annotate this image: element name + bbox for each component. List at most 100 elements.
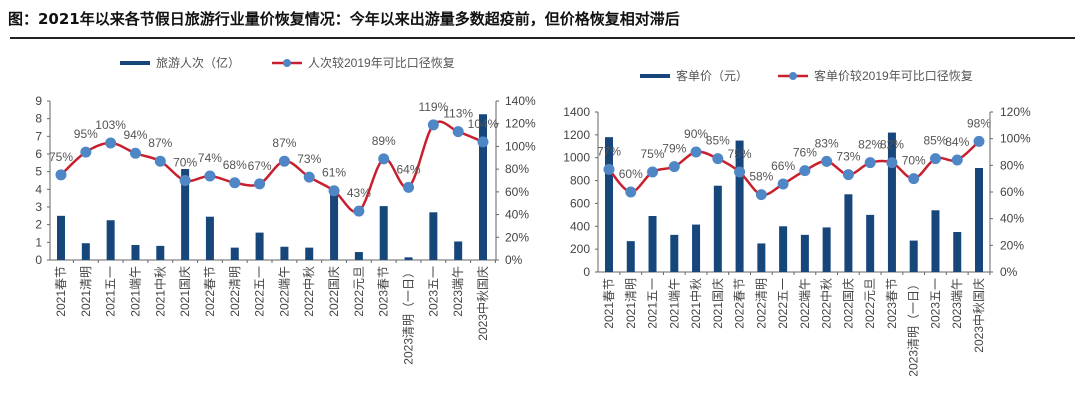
data-label: 83% bbox=[815, 136, 839, 150]
data-label: 73% bbox=[836, 150, 860, 164]
category-label: 2023清明（一日） bbox=[907, 278, 921, 377]
data-label: 58% bbox=[749, 170, 773, 184]
legend-marker bbox=[789, 72, 797, 80]
category-label: 2023端午 bbox=[950, 278, 964, 329]
line-point bbox=[229, 177, 241, 189]
data-label: 73% bbox=[297, 152, 321, 166]
line-point bbox=[777, 178, 789, 190]
data-label: 103% bbox=[95, 118, 126, 132]
bar bbox=[648, 216, 657, 272]
line-point bbox=[668, 161, 680, 173]
left-tick-label: 1000 bbox=[563, 151, 590, 165]
line-point bbox=[908, 173, 920, 185]
left-tick-label: 2 bbox=[35, 218, 42, 232]
line-point bbox=[179, 175, 191, 186]
right-tick-label: 100% bbox=[1000, 132, 1031, 146]
left-tick-label: 6 bbox=[35, 147, 42, 161]
bar bbox=[822, 227, 831, 272]
category-label: 2021五一 bbox=[646, 278, 660, 329]
category-label: 2021国庆 bbox=[178, 266, 192, 317]
bar bbox=[81, 243, 90, 260]
bar bbox=[887, 132, 896, 272]
bar bbox=[106, 220, 115, 260]
right-tick-label: 40% bbox=[1000, 212, 1024, 226]
data-label: 89% bbox=[372, 134, 396, 148]
right-tick-label: 40% bbox=[505, 208, 529, 222]
right-tick-label: 20% bbox=[505, 230, 529, 244]
line-point bbox=[734, 166, 746, 178]
data-label: 43% bbox=[347, 186, 371, 200]
category-label: 2023清明（一日） bbox=[402, 266, 416, 365]
data-label: 77% bbox=[597, 144, 621, 158]
data-label: 60% bbox=[619, 167, 643, 181]
line-point bbox=[712, 153, 724, 165]
category-label: 2022五一 bbox=[776, 278, 790, 329]
right-tick-label: 60% bbox=[505, 185, 529, 199]
legend-label: 客单价（元） bbox=[676, 68, 748, 83]
category-label: 2022中秋 bbox=[819, 278, 834, 329]
data-label: 61% bbox=[322, 166, 346, 180]
bar bbox=[909, 240, 918, 272]
category-label: 2022国庆 bbox=[327, 266, 341, 317]
bar bbox=[757, 243, 766, 272]
bar bbox=[975, 168, 983, 272]
line-point bbox=[477, 136, 489, 148]
left-tick-label: 1 bbox=[35, 235, 42, 249]
right-tick-label: 80% bbox=[505, 162, 529, 176]
right-tick-label: 20% bbox=[1000, 238, 1024, 252]
data-label: 75% bbox=[728, 147, 752, 161]
left-tick-label: 4 bbox=[35, 182, 42, 196]
data-label: 82% bbox=[880, 138, 904, 152]
legend-marker bbox=[283, 59, 291, 67]
legend-label: 旅游人次（亿） bbox=[156, 55, 240, 70]
data-label: 113% bbox=[443, 107, 473, 121]
data-label: 74% bbox=[198, 151, 222, 165]
bar bbox=[713, 185, 722, 272]
line-point bbox=[204, 170, 216, 182]
category-label: 2021端午 bbox=[128, 266, 142, 317]
category-label: 2021清明 bbox=[624, 278, 638, 329]
category-label: 2022元旦 bbox=[352, 266, 366, 317]
category-label: 2022五一 bbox=[253, 266, 267, 317]
line-point bbox=[105, 137, 117, 149]
data-label: 98% bbox=[967, 116, 991, 130]
bar bbox=[230, 247, 239, 260]
data-label: 76% bbox=[793, 146, 817, 160]
data-label: 75% bbox=[49, 150, 73, 164]
left-tick-label: 8 bbox=[35, 112, 42, 126]
bar bbox=[605, 137, 613, 272]
category-label: 2021端午 bbox=[667, 278, 681, 329]
legend-label: 客单价较2019年可比口径恢复 bbox=[814, 68, 973, 83]
category-label: 2022中秋 bbox=[301, 266, 316, 317]
line-point bbox=[886, 157, 898, 169]
data-label: 70% bbox=[902, 154, 926, 168]
bar bbox=[429, 212, 438, 260]
data-label: 64% bbox=[397, 162, 421, 176]
line-point bbox=[973, 135, 985, 147]
data-label: 70% bbox=[173, 156, 197, 170]
right-tick-label: 120% bbox=[505, 117, 536, 131]
right-tick-label: 140% bbox=[505, 94, 536, 108]
figure-title: 图：2021年以来各节假日旅游行业量价恢复情况：今年以来出游量多数超疫前，但价格… bbox=[8, 10, 680, 28]
data-label: 82% bbox=[858, 138, 882, 152]
data-label: 94% bbox=[123, 128, 147, 142]
data-label: 67% bbox=[248, 159, 272, 173]
bar bbox=[931, 210, 940, 272]
data-label: 85% bbox=[923, 134, 947, 148]
category-label: 2022春节 bbox=[733, 278, 747, 329]
line-point bbox=[278, 155, 290, 167]
line-point bbox=[821, 155, 833, 167]
bar bbox=[57, 215, 65, 260]
category-label: 2023五一 bbox=[426, 266, 440, 317]
category-label: 2023端午 bbox=[451, 266, 465, 317]
left-tick-label: 600 bbox=[570, 196, 590, 210]
data-label: 119% bbox=[418, 100, 448, 114]
right-tick-label: 60% bbox=[1000, 185, 1024, 199]
line-point bbox=[328, 185, 340, 197]
category-label: 2021中秋 bbox=[152, 266, 167, 317]
bar bbox=[454, 241, 463, 260]
category-label: 2022国庆 bbox=[841, 278, 855, 329]
bar bbox=[779, 226, 788, 272]
right-tick-label: 100% bbox=[505, 139, 536, 153]
line-point bbox=[80, 146, 92, 158]
